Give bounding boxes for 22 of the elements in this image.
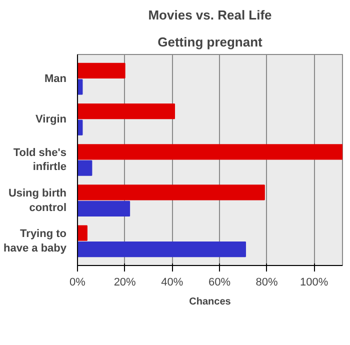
y-tick-label: Virgin: [36, 113, 67, 126]
x-tick-label: 80%: [256, 276, 278, 288]
x-tick-label: 60%: [208, 276, 231, 288]
x-tick-label: 20%: [114, 276, 136, 288]
chart-title: Movies vs. Real Life: [148, 8, 272, 22]
x-tick-label: 40%: [161, 276, 184, 288]
x-tick-label: 0%: [70, 276, 86, 288]
x-tick-label: 100%: [300, 276, 328, 288]
bar: [78, 144, 342, 160]
x-axis-title: Chances: [189, 296, 232, 308]
bar: [78, 104, 176, 120]
chart-subtitle: Getting pregnant: [158, 34, 264, 50]
y-tick-label: Using birth control: [8, 187, 67, 214]
bar: [78, 160, 92, 176]
y-tick-label: Told she's infirtle: [13, 146, 67, 174]
y-tick-label: Man: [44, 72, 67, 85]
bar: [78, 184, 265, 200]
bar: [78, 62, 126, 79]
bar: [78, 241, 246, 258]
bar: [78, 225, 88, 241]
bar: [78, 200, 130, 216]
y-tick-label: Trying to have a baby: [4, 228, 68, 254]
